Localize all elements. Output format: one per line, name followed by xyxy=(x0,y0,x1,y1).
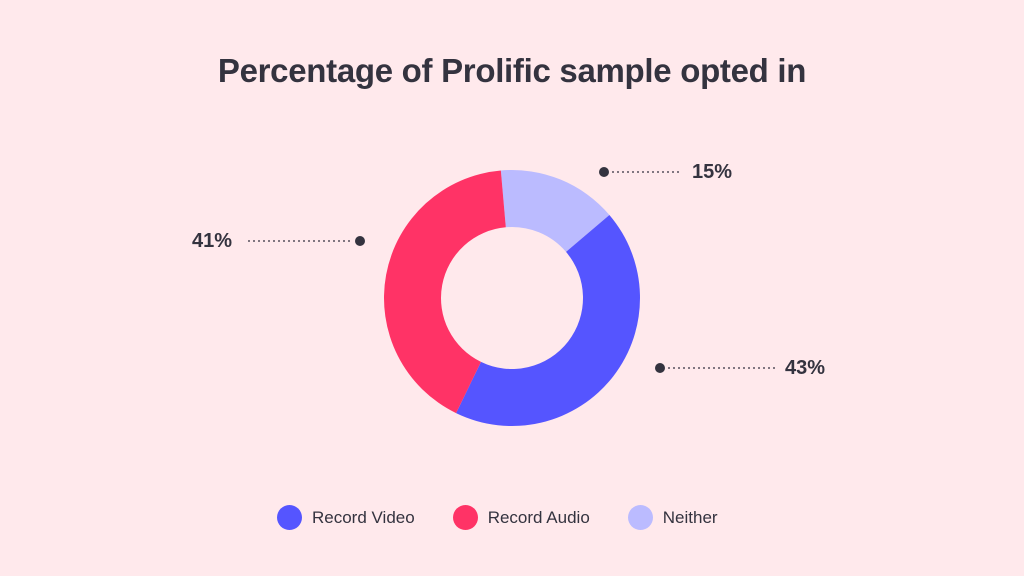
legend-item-audio: Record Audio xyxy=(452,505,590,530)
callout-dot xyxy=(655,363,665,373)
data-label-video: 43% xyxy=(785,357,826,379)
legend-swatch xyxy=(627,505,653,530)
legend-label: Record Audio xyxy=(487,507,590,527)
callout-dot xyxy=(599,167,609,177)
data-label-audio: 41% xyxy=(192,230,233,252)
callout-audio xyxy=(248,236,365,246)
legend-item-video: Record Video xyxy=(277,505,415,530)
legend-swatch xyxy=(452,505,478,530)
data-label-neither: 15% xyxy=(692,161,733,183)
legend-swatch xyxy=(277,505,302,530)
slice-record-audio xyxy=(384,170,506,414)
slice-record-video xyxy=(456,214,640,426)
legend: Record Video Record Audio Neither xyxy=(277,505,756,530)
callout-dot xyxy=(355,236,365,246)
slice-neither xyxy=(500,169,610,252)
callout-neither xyxy=(599,167,680,177)
legend-label: Record Video xyxy=(312,507,415,527)
callout-video xyxy=(655,363,775,373)
chart-title: Percentage of Prolific sample opted in xyxy=(217,52,807,89)
legend-label: Neither xyxy=(662,507,718,527)
legend-item-neither: Neither xyxy=(627,505,718,530)
